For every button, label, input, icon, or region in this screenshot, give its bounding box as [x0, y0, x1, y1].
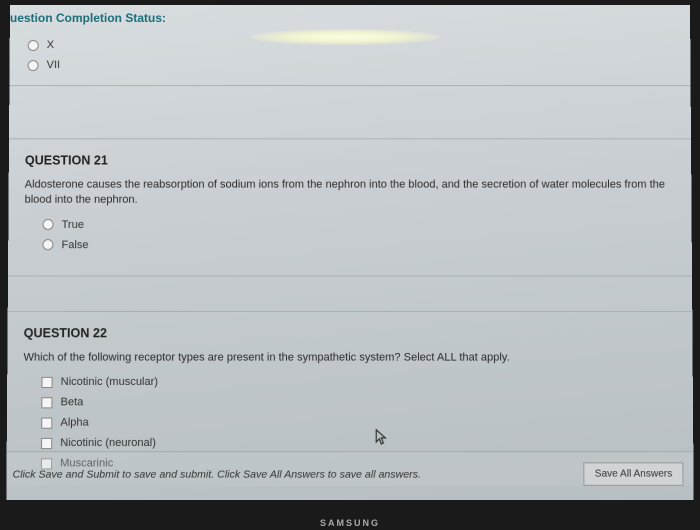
checkbox-icon[interactable] [41, 438, 52, 449]
divider [9, 138, 691, 139]
option-label: Nicotinic (neuronal) [60, 437, 156, 449]
monitor-brand: SAMSUNG [320, 518, 380, 528]
divider [9, 85, 690, 86]
save-all-answers-button[interactable]: Save All Answers [584, 462, 684, 485]
divider [8, 311, 693, 312]
option-label: X [47, 39, 54, 51]
option-nicotinic-muscular[interactable]: Nicotinic (muscular) [23, 372, 676, 392]
option-false[interactable]: False [24, 235, 676, 255]
radio-icon[interactable] [28, 40, 39, 51]
checkbox-icon[interactable] [41, 397, 52, 408]
quiz-screen: uestion Completion Status: X VII QUESTIO… [6, 5, 693, 500]
question-21: QUESTION 21 Aldosterone causes the reabs… [8, 149, 692, 265]
radio-icon[interactable] [42, 219, 53, 230]
option-true[interactable]: True [24, 215, 675, 235]
radio-icon[interactable] [42, 239, 53, 250]
option-label: Alpha [60, 417, 88, 429]
checkbox-icon[interactable] [41, 417, 52, 428]
radio-icon[interactable] [28, 60, 39, 71]
option-label: True [62, 219, 84, 231]
partial-option-row[interactable]: VII [9, 55, 690, 75]
option-beta[interactable]: Beta [23, 392, 677, 412]
option-label: False [61, 239, 88, 251]
question-title: QUESTION 21 [25, 153, 675, 167]
footer-bar: Click Save and Submit to save and submit… [6, 451, 693, 486]
option-label: VII [47, 59, 61, 71]
partial-option-row[interactable]: X [10, 35, 691, 55]
footer-instruction: Click Save and Submit to save and submit… [13, 468, 421, 480]
question-text: Aldosterone causes the reabsorption of s… [25, 178, 676, 209]
divider [8, 275, 692, 276]
checkbox-icon[interactable] [41, 377, 52, 388]
question-title: QUESTION 22 [24, 326, 677, 340]
option-label: Beta [60, 396, 83, 408]
question-text: Which of the following receptor types ar… [23, 350, 676, 366]
option-label: Nicotinic (muscular) [61, 376, 158, 388]
option-alpha[interactable]: Alpha [23, 413, 677, 433]
completion-status-label: uestion Completion Status: [10, 5, 690, 35]
